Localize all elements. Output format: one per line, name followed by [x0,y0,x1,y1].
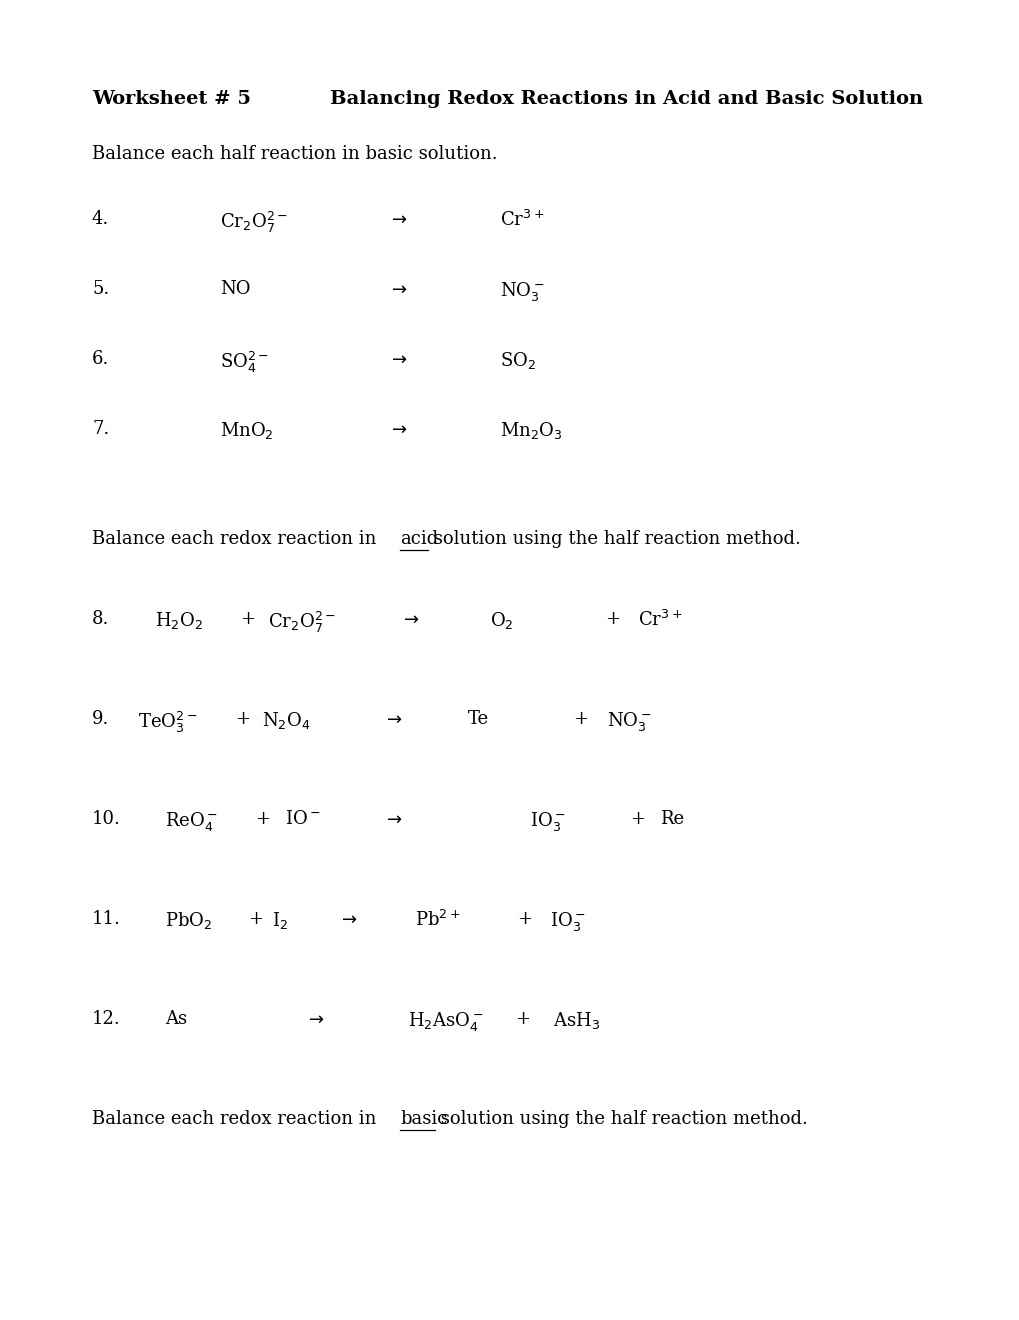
Text: +: + [234,710,250,729]
Text: +: + [604,610,620,628]
Text: Mn$_2$O$_3$: Mn$_2$O$_3$ [499,420,562,441]
Text: MnO$_2$: MnO$_2$ [220,420,273,441]
Text: +: + [630,810,644,828]
Text: Balancing Redox Reactions in Acid and Basic Solution: Balancing Redox Reactions in Acid and Ba… [330,90,922,108]
Text: NO: NO [220,280,251,298]
Text: AsH$_3$: AsH$_3$ [552,1010,599,1031]
Text: 8.: 8. [92,610,109,628]
Text: Re: Re [659,810,684,828]
Text: solution using the half reaction method.: solution using the half reaction method. [428,531,800,548]
Text: NO$_3^-$: NO$_3^-$ [499,280,544,304]
Text: +: + [239,610,255,628]
Text: 4.: 4. [92,210,109,228]
Text: solution using the half reaction method.: solution using the half reaction method. [434,1110,807,1129]
Text: H$_2$AsO$_4^-$: H$_2$AsO$_4^-$ [408,1010,483,1034]
Text: O$_2$: O$_2$ [489,610,514,631]
Text: +: + [248,909,263,928]
Text: 5.: 5. [92,280,109,298]
Text: $\rightarrow$: $\rightarrow$ [387,350,408,368]
Text: $\rightarrow$: $\rightarrow$ [382,710,403,729]
Text: 7.: 7. [92,420,109,438]
Text: As: As [165,1010,186,1028]
Text: H$_2$O$_2$: H$_2$O$_2$ [155,610,203,631]
Text: Cr$_2$O$_7^{2-}$: Cr$_2$O$_7^{2-}$ [220,210,287,235]
Text: Cr$_2$O$_7^{2-}$: Cr$_2$O$_7^{2-}$ [268,610,335,635]
Text: Cr$^{3+}$: Cr$^{3+}$ [499,210,544,230]
Text: $\rightarrow$: $\rightarrow$ [387,210,408,228]
Text: SO$_4^{2-}$: SO$_4^{2-}$ [220,350,269,375]
Text: +: + [515,1010,530,1028]
Text: 12.: 12. [92,1010,120,1028]
Text: Cr$^{3+}$: Cr$^{3+}$ [637,610,682,630]
Text: $\rightarrow$: $\rightarrow$ [337,909,358,928]
Text: Balance each redox reaction in: Balance each redox reaction in [92,1110,382,1129]
Text: ReO$_4^-$: ReO$_4^-$ [165,810,218,833]
Text: basic: basic [399,1110,447,1129]
Text: +: + [573,710,587,729]
Text: +: + [255,810,270,828]
Text: $\rightarrow$: $\rightarrow$ [387,280,408,298]
Text: 9.: 9. [92,710,109,729]
Text: $\rightarrow$: $\rightarrow$ [382,810,403,828]
Text: Balance each redox reaction in: Balance each redox reaction in [92,531,382,548]
Text: IO$^-$: IO$^-$ [284,810,320,828]
Text: PbO$_2$: PbO$_2$ [165,909,212,931]
Text: 6.: 6. [92,350,109,368]
Text: $\rightarrow$: $\rightarrow$ [305,1010,324,1028]
Text: Balance each half reaction in basic solution.: Balance each half reaction in basic solu… [92,145,497,162]
Text: Pb$^{2+}$: Pb$^{2+}$ [415,909,461,931]
Text: SO$_2$: SO$_2$ [499,350,536,371]
Text: TeO$_3^{2-}$: TeO$_3^{2-}$ [138,710,197,735]
Text: acid: acid [399,531,438,548]
Text: I$_2$: I$_2$ [272,909,287,931]
Text: IO$_3^-$: IO$_3^-$ [530,810,566,833]
Text: Te: Te [468,710,489,729]
Text: $\rightarrow$: $\rightarrow$ [399,610,419,628]
Text: IO$_3^-$: IO$_3^-$ [549,909,585,933]
Text: +: + [517,909,532,928]
Text: $\rightarrow$: $\rightarrow$ [387,420,408,438]
Text: NO$_3^-$: NO$_3^-$ [606,710,651,733]
Text: N$_2$O$_4$: N$_2$O$_4$ [262,710,311,731]
Text: 11.: 11. [92,909,121,928]
Text: 10.: 10. [92,810,121,828]
Text: Worksheet # 5: Worksheet # 5 [92,90,251,108]
